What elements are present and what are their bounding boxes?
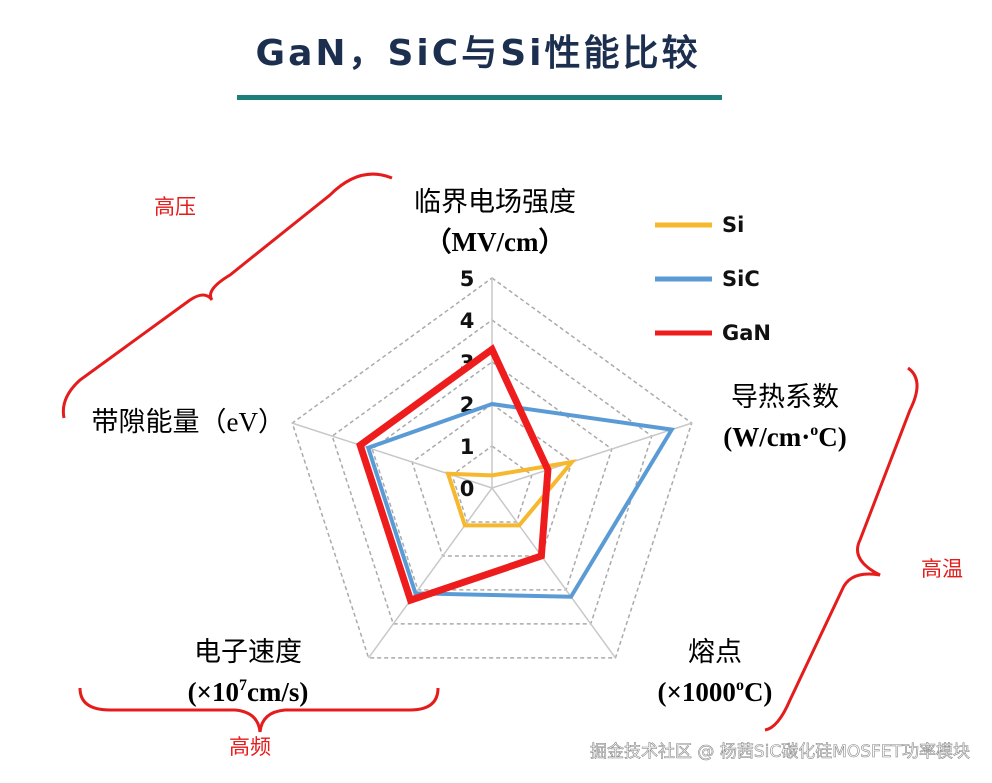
axis-unit-part: o	[810, 422, 818, 439]
grid-line	[291, 277, 693, 659]
axis-label: 熔点	[688, 637, 742, 667]
axis-unit-part: C)	[744, 677, 773, 707]
axis-unit-part: (W/cm·	[723, 422, 810, 452]
axis-label-name: 带隙能量	[92, 407, 200, 437]
axis-label: 带隙能量（eV）	[92, 407, 285, 437]
axis-label-name: 导热系数	[731, 382, 839, 412]
legend-label: SiC	[722, 267, 760, 291]
axis-unit: (W/cm·oC)	[723, 422, 846, 452]
axis-spoke	[491, 487, 617, 659]
braces	[61, 172, 919, 733]
grid-line	[331, 319, 653, 625]
axis-label: 临界电场强度	[414, 187, 576, 217]
title-underline	[237, 95, 722, 100]
r-tick-label: 5	[460, 267, 475, 291]
axis-label-name: 熔点	[688, 637, 742, 667]
series-line	[445, 459, 577, 528]
axis-unit-part: (×1000	[658, 677, 736, 707]
brace-temperature	[764, 366, 919, 732]
r-tick-label: 4	[460, 309, 475, 333]
annotation: 高温	[921, 557, 963, 581]
series-line	[356, 344, 552, 605]
r-tick-label: 1	[460, 435, 475, 459]
axis-unit-part: （eV）	[200, 407, 285, 437]
r-tick-label: 0	[460, 477, 475, 501]
brace-voltage	[61, 172, 393, 419]
watermark: 掘金技术社区 @ 杨茜SiC碳化硅MOSFET功率模块	[590, 742, 970, 762]
brace-frequency	[78, 687, 440, 733]
axis-spoke	[292, 422, 493, 489]
axis-unit-part: （MV/cm）	[425, 227, 566, 257]
axis-spoke	[491, 422, 692, 489]
legend-label: GaN	[722, 321, 771, 345]
axis-unit-part: o	[736, 677, 744, 694]
annotation: 高压	[154, 195, 196, 219]
axis-unit: (×107cm/s)	[188, 677, 309, 707]
axis-unit-part: C)	[818, 422, 847, 452]
grid-line	[371, 361, 613, 591]
axis-label: 电子速度	[194, 637, 302, 667]
axis-label: 导热系数	[731, 382, 839, 412]
grid-line	[411, 403, 573, 557]
axis-unit-part: (×10	[188, 677, 239, 707]
grid-line	[451, 445, 533, 523]
axis-unit: (×1000oC)	[658, 677, 773, 707]
axis-unit: （MV/cm）	[425, 227, 566, 257]
axis-unit-part: 7	[239, 677, 247, 694]
annotation: 高频	[229, 735, 271, 759]
axis-unit-part: cm/s)	[247, 677, 308, 707]
axis-label-name: 电子速度	[194, 637, 302, 667]
chart-title: GaN，SiC与Si性能比较	[256, 33, 701, 74]
axis-label-name: 临界电场强度	[414, 187, 576, 217]
legend-label: Si	[722, 213, 744, 237]
series-line	[365, 401, 676, 599]
axis-spoke	[367, 487, 493, 659]
